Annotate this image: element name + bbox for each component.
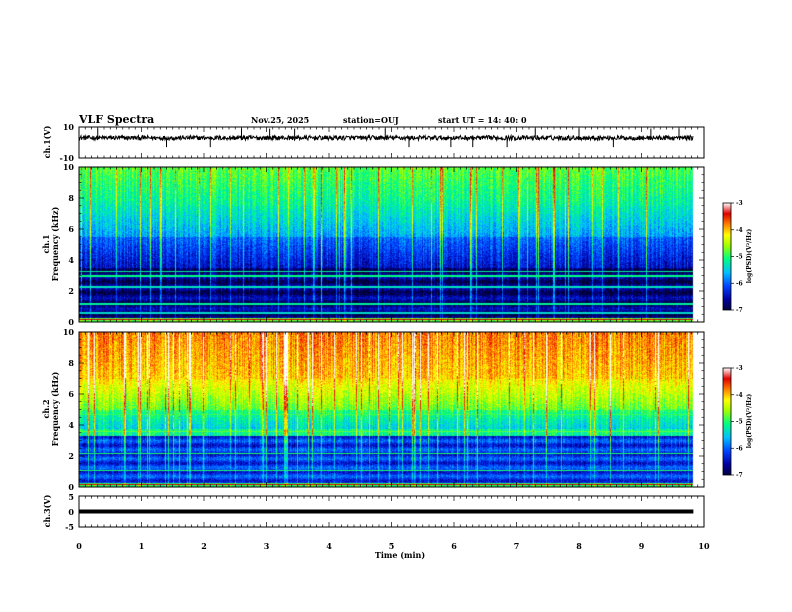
ch1-colorbar: -3 -4 -5 -6 -7 log(PSD)(V²/Hz) <box>722 200 753 314</box>
time-tick-label: 2 <box>201 541 207 551</box>
ch1-spectrogram-panel: 0 2 4 6 8 10 ch.1 Frequency (kHz) <box>41 162 705 327</box>
ch2-colorbar-tick-label: -5 <box>736 419 743 426</box>
time-axis-label: Time (min) <box>375 550 425 560</box>
ch2-spectrogram-ylabel: Frequency (kHz) <box>50 371 60 446</box>
ch2-spectrogram-ytick-label: 10 <box>63 327 75 337</box>
ch2-colorbar-gradient <box>722 367 732 476</box>
ch1-waveform-spikes <box>97 128 680 148</box>
ch1-colorbar-tick-label: -5 <box>736 254 743 261</box>
ch1-waveform-panel: 10 -10 ch.1(V) <box>42 122 705 163</box>
ch3-waveform-ylabel: ch.3(V) <box>42 494 52 527</box>
start-time-label: start UT = 14: 40: 0 <box>438 115 527 125</box>
time-tick-label: 7 <box>514 541 520 551</box>
ch1-colorbar-tick-label: -6 <box>736 280 743 287</box>
time-tick-label: 5 <box>389 541 395 551</box>
ch2-spectrogram-ytick-label: 4 <box>68 420 74 430</box>
time-tick-label: 1 <box>139 541 145 551</box>
ch1-colorbar-label: log(PSD)(V²/Hz) <box>746 229 753 284</box>
ch1-spectrogram-ytick-label: 0 <box>68 317 74 327</box>
time-tick-label: 3 <box>264 541 270 551</box>
ch1-colorbar-ticks: -3 -4 -5 -6 -7 <box>731 200 743 314</box>
date-label: Nov.25, 2025 <box>251 115 309 125</box>
ch2-colorbar-tick-label: -7 <box>736 472 743 479</box>
time-tick-label: 4 <box>326 541 332 551</box>
ch1-spectrogram-ytick-label: 6 <box>68 224 74 234</box>
ch1-spectrogram-ylabel: Frequency (kHz) <box>50 206 60 281</box>
ch1-colorbar-tick-label: -7 <box>736 307 743 314</box>
ch1-waveform-trace <box>79 133 694 143</box>
ch1-colorbar-tick-label: -3 <box>736 200 743 207</box>
time-tick-label: 6 <box>451 541 457 551</box>
ch1-colorbar-gradient <box>722 202 732 311</box>
station-label: station=OUJ <box>343 115 399 125</box>
ch2-spectrogram-ytick-label: 6 <box>68 389 74 399</box>
time-axis-tick-labels: 0 1 2 3 4 5 6 7 8 9 10 <box>76 541 710 551</box>
ch1-waveform-ylabel: ch.1(V) <box>42 125 52 158</box>
ch2-spectrogram-panel: 0 2 4 6 8 10 ch.2 Frequency (kHz) <box>41 327 705 492</box>
time-tick-label: 0 <box>76 541 82 551</box>
ch2-spectrogram-ytick-label: 8 <box>68 358 74 368</box>
ch2-colorbar-ticks: -3 -4 -5 -6 -7 <box>731 365 743 479</box>
ch1-spectrogram-heatmap <box>79 167 704 322</box>
ch2-spectrogram-ylabel-channel: ch.2 <box>41 399 51 418</box>
ch2-spectrogram-yticks: 0 2 4 6 8 10 <box>63 327 704 492</box>
ch3-ytick-0: 0 <box>68 507 74 517</box>
figure-title: VLF Spectra <box>78 113 154 126</box>
ch2-colorbar-label: log(PSD)(V²/Hz) <box>746 394 753 449</box>
ch1-spectrogram-ytick-label: 4 <box>68 255 74 265</box>
time-tick-label: 9 <box>639 541 645 551</box>
ch1-waveform-frame <box>78 126 705 159</box>
ch1-ytick-minus10: -10 <box>60 153 75 163</box>
ch1-spectrogram-yticks: 0 2 4 6 8 10 <box>63 162 704 327</box>
time-axis-ticks <box>78 127 705 527</box>
ch2-colorbar: -3 -4 -5 -6 -7 log(PSD)(V²/Hz) <box>722 365 753 479</box>
ch1-spectrogram-ylabel-channel: ch.1 <box>41 234 51 253</box>
time-tick-label: 8 <box>576 541 582 551</box>
ch3-waveform-panel: 5 0 -5 ch.3(V) <box>42 492 705 532</box>
ch3-ytick-minus5: -5 <box>65 522 74 532</box>
ch1-spectrogram-ytick-label: 8 <box>68 193 74 203</box>
ch1-spectrogram-ytick-label: 10 <box>63 162 75 172</box>
ch3-ytick-5: 5 <box>68 492 74 502</box>
ch1-ytick-10: 10 <box>63 122 75 132</box>
ch1-spectrogram-ytick-label: 2 <box>68 286 74 296</box>
ch2-colorbar-tick-label: -3 <box>736 365 743 372</box>
ch2-colorbar-tick-label: -6 <box>736 445 743 452</box>
ch2-spectrogram-ytick-label: 0 <box>68 482 74 492</box>
time-tick-label: 10 <box>698 541 710 551</box>
ch1-colorbar-tick-label: -4 <box>736 227 743 234</box>
ch2-spectrogram-ytick-label: 2 <box>68 451 74 461</box>
ch2-colorbar-tick-label: -4 <box>736 392 743 399</box>
ch2-spectrogram-heatmap <box>79 332 704 487</box>
